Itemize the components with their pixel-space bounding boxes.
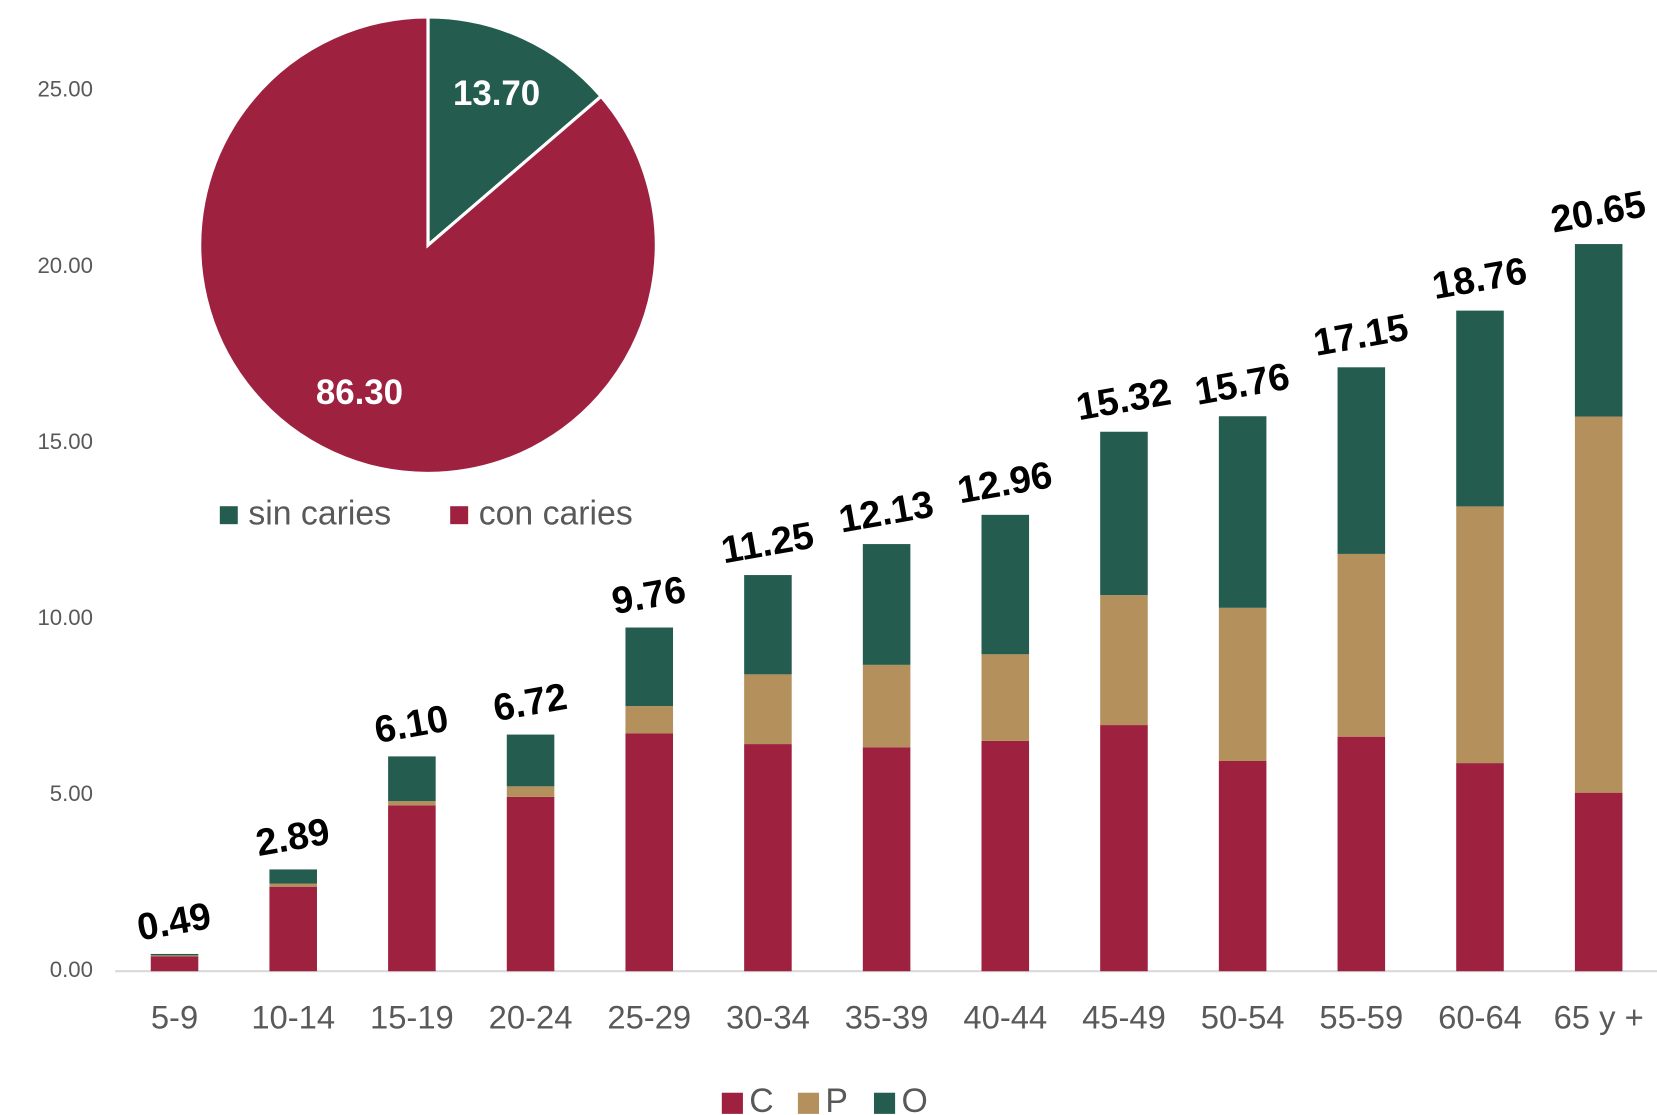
bar-segment [744,575,792,675]
total-label: 15.32 [1073,371,1174,429]
total-label: 9.76 [609,569,689,623]
bar-segment [1574,792,1623,972]
legend-label: P [825,1082,848,1115]
bar-segment [981,740,1030,972]
bar-segment [625,733,674,972]
chart-area: 0.00 5.00 10.00 15.00 20.00 25.00 0.49 5-9 2.89 1… [37,15,1657,1115]
y-tick-label: 15.00 [37,429,93,454]
bar-segment [269,883,317,887]
bar-segment [862,544,911,665]
bar-segment [1337,553,1386,737]
x-tick-label: 25-29 [607,998,691,1035]
legend-label: con caries [479,495,633,533]
bar-segment [1218,760,1267,972]
x-tick-label: 40-44 [963,998,1047,1035]
bar-segment [625,706,674,734]
bar-segment [1574,244,1623,417]
bar-segment [388,801,436,806]
y-tick-label: 25.00 [37,77,93,102]
bar-segment [150,956,199,972]
total-label: 11.25 [718,515,817,573]
legend-swatch [450,506,469,525]
x-tick-label: 20-24 [489,998,573,1035]
bar-segment [862,664,911,748]
bar-segment [1574,416,1623,793]
legend-swatch [873,1092,896,1114]
x-tick-label: 35-39 [845,998,929,1035]
total-label: 17.15 [1310,307,1411,365]
x-tick-label: 55-59 [1319,998,1403,1035]
y-tick-label: 20.00 [37,253,93,278]
y-tick-label: 10.00 [37,605,93,630]
bar-segment [1218,416,1267,608]
pie-label: 86.30 [316,373,403,412]
x-tick-label: 10-14 [251,998,335,1035]
total-label: 18.76 [1429,250,1530,308]
pie-slice [426,15,604,249]
bar-segment [1100,725,1148,972]
bar-segment [981,654,1030,741]
bar-segment [744,674,792,745]
bar-segment [150,953,199,956]
bar-segment [388,756,436,802]
total-label: 20.65 [1548,184,1649,242]
total-label: 12.96 [954,454,1055,512]
bar-segment [1100,431,1148,596]
legend-swatch [797,1092,820,1114]
total-label: 2.89 [253,811,333,865]
bar-segment [506,796,555,972]
pie-slice [198,15,658,475]
y-tick-label: 0.00 [50,957,93,982]
bar-segment [506,734,555,787]
total-label: 12.13 [836,484,937,542]
total-label: 6.72 [490,676,570,730]
bar-segment [981,514,1030,655]
bar-segment [1337,367,1386,554]
legend-swatch [721,1092,743,1114]
bar-segment [506,786,555,797]
total-label: 6.10 [371,698,451,752]
legend-swatch [219,506,238,525]
x-tick-label: 15-19 [370,998,454,1035]
bar-segment [744,744,792,972]
bar-segment [1100,595,1148,726]
x-tick-label: 65 y + [1554,998,1644,1035]
x-tick-label: 60-64 [1438,998,1522,1035]
bar-segment [1456,763,1504,972]
legend-label: sin caries [248,495,391,533]
pie-label: 13.70 [453,74,540,113]
bar-segment [862,747,911,972]
bar-segment [269,886,317,972]
bar-segment [1337,736,1386,972]
bar-segment [150,955,199,957]
legend-label: O [901,1082,927,1115]
total-label: 0.49 [134,895,214,949]
bar-segment [1456,310,1504,507]
legend-label: C [749,1082,773,1115]
x-tick-label: 5-9 [151,998,198,1035]
y-tick-label: 5.00 [50,781,93,806]
x-tick-label: 50-54 [1201,998,1285,1035]
bar-segment [269,869,317,884]
bar-segment [1218,607,1267,761]
bar-segment [1456,506,1504,764]
bar-segment [388,805,436,972]
x-tick-label: 45-49 [1082,998,1166,1035]
total-label: 15.76 [1192,356,1293,414]
x-tick-label: 30-34 [726,998,810,1035]
bar-segment [625,627,674,707]
